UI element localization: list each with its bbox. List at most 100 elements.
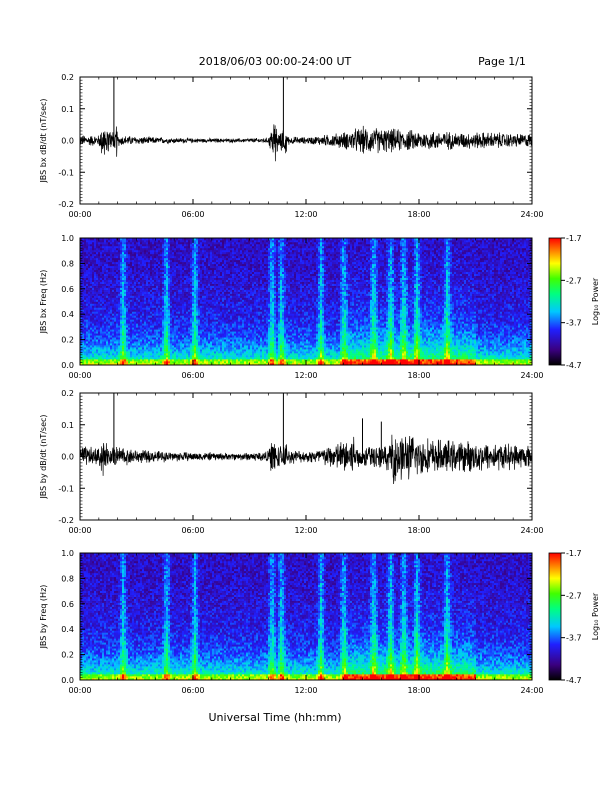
spectrogram-cell [108,254,110,256]
spectrogram-cell [220,361,222,363]
spectrogram-cell [180,286,182,288]
spectrogram-cell [150,266,152,268]
spectrogram-cell [212,357,214,359]
spectrogram-cell [118,327,120,329]
spectrogram-cell [176,280,178,282]
spectrogram-cell [118,311,120,313]
spectrogram-cell [188,254,190,256]
spectrogram-cell [198,329,200,331]
spectrogram-cell [206,355,208,357]
spectrogram-cell [104,329,106,331]
spectrogram-cell [222,317,224,319]
spectrogram-cell [130,325,132,327]
spectrogram-cell [198,315,200,317]
spectrogram-cell [114,305,116,307]
spectrogram-cell [146,272,148,274]
spectrogram-cell [110,292,112,294]
spectrogram-cell [218,323,220,325]
spectrogram-cell [86,343,88,345]
spectrogram-cell [138,355,140,357]
spectrogram-cell [130,341,132,343]
spectrogram-cell [108,329,110,331]
spectrogram-cell [188,313,190,315]
spectrogram-cell [216,290,218,292]
spectrogram-cell [136,331,138,333]
spectrogram-cell [186,244,188,246]
spectrogram-cell [216,355,218,357]
spectrogram-cell [170,262,172,264]
spectrogram-cell [202,349,204,351]
spectrogram-cell [198,270,200,272]
spectrogram-cell [184,349,186,351]
spectrogram-cell [172,270,174,272]
spectrogram-cell [166,357,168,359]
spectrogram-cell [122,240,124,242]
spectrogram-cell [178,274,180,276]
spectrogram-cell [116,282,118,284]
spectrogram-cell [86,248,88,250]
spectrogram-cell [132,240,134,242]
spectrogram-cell [148,268,150,270]
spectrogram-cell [118,361,120,363]
spectrogram-cell [88,276,90,278]
spectrogram-cell [108,250,110,252]
spectrogram-cell [226,349,228,351]
spectrogram-cell [134,325,136,327]
spectrogram-cell [176,329,178,331]
spectrogram-cell [202,347,204,349]
spectrogram-cell [212,319,214,321]
spectrogram-cell [140,282,142,284]
spectrogram-cell [186,351,188,353]
spectrogram-cell [224,298,226,300]
spectrogram-cell [182,286,184,288]
spectrogram-cell [102,276,104,278]
spectrogram-cell [108,319,110,321]
spectrogram-cell [138,329,140,331]
spectrogram-cell [208,315,210,317]
spectrogram-cell [120,252,122,254]
spectrogram-cell [178,313,180,315]
spectrogram-cell [98,333,100,335]
spectrogram-cell [206,323,208,325]
spectrogram-cell [118,307,120,309]
spectrogram-cell [132,315,134,317]
spectrogram-cell [204,317,206,319]
spectrogram-cell [138,335,140,337]
spectrogram-cell [192,248,194,250]
spectrogram-cell [200,341,202,343]
spectrogram-cell [102,313,104,315]
spectrogram-cell [176,250,178,252]
spectrogram-cell [134,343,136,345]
spectrogram-cell [206,329,208,331]
spectrogram-cell [170,315,172,317]
spectrogram-cell [122,355,124,357]
spectrogram-cell [216,252,218,254]
spectrogram-cell [174,341,176,343]
spectrogram-cell [158,353,160,355]
spectrogram-cell [150,260,152,262]
spectrogram-cell [128,309,130,311]
spectrogram-cell [132,361,134,363]
spectrogram-cell [114,357,116,359]
spectrogram-cell [226,286,228,288]
spectrogram-cell [220,252,222,254]
spectrogram-cell [164,262,166,264]
spectrogram-cell [196,313,198,315]
spectrogram-cell [220,280,222,282]
spectrogram-cell [98,260,100,262]
spectrogram-cell [208,252,210,254]
spectrogram-cell [180,284,182,286]
spectrogram-cell [84,280,86,282]
spectrogram-cell [166,317,168,319]
spectrogram-cell [138,333,140,335]
spectrogram-cell [180,329,182,331]
spectrogram-cell [142,256,144,258]
spectrogram-cell [126,347,128,349]
spectrogram-cell [176,242,178,244]
spectrogram-cell [164,254,166,256]
spectrogram-cell [162,327,164,329]
spectrogram-cell [150,250,152,252]
spectrogram-cell [176,266,178,268]
spectrogram-cell [178,361,180,363]
spectrogram-cell [130,274,132,276]
